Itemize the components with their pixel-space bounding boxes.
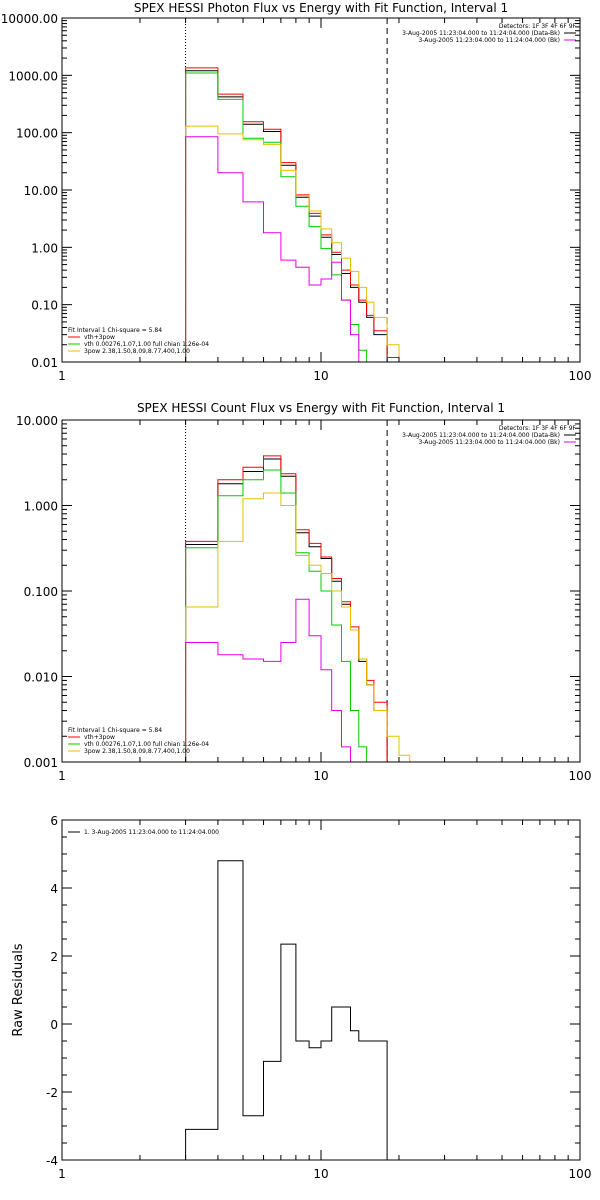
plot-frame xyxy=(61,819,581,1161)
y-tick-label: -4 xyxy=(46,1154,58,1168)
legend-entry-2: vth 0.00276,1.07,1.00 full chian 1.26e-0… xyxy=(84,341,209,348)
x-tick-label: 1 xyxy=(58,369,66,383)
series-line-1 xyxy=(185,70,400,362)
annotation-line-1: Detectors: 1F 3F 4F 6F 9F xyxy=(499,425,577,432)
legend-entry-3: 3pow 2.38,1.50,8.09,8.77,400,1.00 xyxy=(84,348,190,355)
chart-panel-1: SPEX HESSI Photon Flux vs Energy with Fi… xyxy=(1,1,592,383)
legend-entry-2: vth 0.00276,1.07,1.00 full chian 1.26e-0… xyxy=(84,741,209,748)
legend-entry-1: vth+3pow xyxy=(84,734,115,741)
y-tick-label: 10.00 xyxy=(24,184,58,198)
x-tick-label: 1 xyxy=(58,1167,66,1181)
y-tick-label: 6 xyxy=(50,814,58,828)
x-tick-label: 1 xyxy=(58,769,66,783)
series-group xyxy=(185,860,388,1160)
y-tick-label: 1000.00 xyxy=(8,69,58,83)
x-tick-label: 10 xyxy=(313,769,328,783)
series-line-5 xyxy=(185,136,360,362)
chart-panel-3: 1 10 100 -4 -2 0 2 4 6 Raw Residuals 1. 3-Aug-2005… xyxy=(11,814,591,1181)
y-tick-label: 2 xyxy=(50,950,58,964)
x-tick-label: 100 xyxy=(569,1167,592,1181)
y-tick-label: 10000.00 xyxy=(1,12,58,26)
chart-panel-2: SPEX HESSI Count Flux vs Energy with Fit… xyxy=(16,401,591,783)
legend-header: Fit Interval 1 Chi-square = 5.84 xyxy=(68,727,162,734)
series-line-5 xyxy=(185,598,351,762)
chart-title: SPEX HESSI Count Flux vs Energy with Fit… xyxy=(137,401,505,415)
annotation-line-3: 3-Aug-2005 11:23:04.000 to 11:24:04.000 … xyxy=(418,37,560,44)
series-group xyxy=(185,455,411,762)
y-tick-label: 100.00 xyxy=(16,127,58,141)
y-tick-label: 4 xyxy=(50,882,58,896)
y-tick-label: -2 xyxy=(46,1086,58,1100)
chart-title: SPEX HESSI Photon Flux vs Energy with Fi… xyxy=(134,1,508,15)
legend-entry-1: 1. 3-Aug-2005 11:23:04.000 to 11:24:04.0… xyxy=(84,829,219,836)
series-line-1 xyxy=(185,458,388,762)
series-group xyxy=(185,67,411,362)
series-line-1 xyxy=(185,860,388,1160)
annotation-line-2: 3-Aug-2005 11:23:04.000 to 11:24:04.000 … xyxy=(402,30,560,37)
series-line-2 xyxy=(185,455,388,762)
series-line-2 xyxy=(185,67,400,362)
x-tick-label: 100 xyxy=(569,369,592,383)
y-tick-label: 0 xyxy=(50,1018,58,1032)
y-tick-label: 0.010 xyxy=(24,671,58,685)
x-tick-label: 10 xyxy=(313,1167,328,1181)
series-line-3 xyxy=(185,469,368,762)
y-tick-label: 0.100 xyxy=(24,585,58,599)
y-tick-label: 1.000 xyxy=(24,500,58,514)
legend-entry-1: vth+3pow xyxy=(84,334,115,341)
series-line-4 xyxy=(185,125,411,362)
y-tick-label: 10.000 xyxy=(16,414,58,428)
y-tick-label: 0.001 xyxy=(24,756,58,770)
y-axis-title: Raw Residuals xyxy=(11,943,26,1036)
annotation-line-1: Detectors: 1F 3F 4F 6F 9F xyxy=(499,23,577,30)
y-tick-label: 0.01 xyxy=(31,356,58,370)
plot-frame xyxy=(61,17,581,363)
annotation-line-3: 3-Aug-2005 11:23:04.000 to 11:24:04.000 … xyxy=(418,439,560,446)
y-tick-label: 1.00 xyxy=(31,241,58,255)
legend-header: Fit Interval 1 Chi-square = 5.84 xyxy=(68,327,162,334)
series-line-3 xyxy=(185,72,368,362)
y-tick-label: 0.10 xyxy=(31,299,58,313)
annotation-line-2: 3-Aug-2005 11:23:04.000 to 11:24:04.000 … xyxy=(402,432,560,439)
legend-entry-3: 3pow 2.38,1.50,8.09,8.77,400,1.00 xyxy=(84,748,190,755)
x-tick-label: 100 xyxy=(569,769,592,783)
x-tick-label: 10 xyxy=(313,369,328,383)
series-line-4 xyxy=(185,492,411,762)
